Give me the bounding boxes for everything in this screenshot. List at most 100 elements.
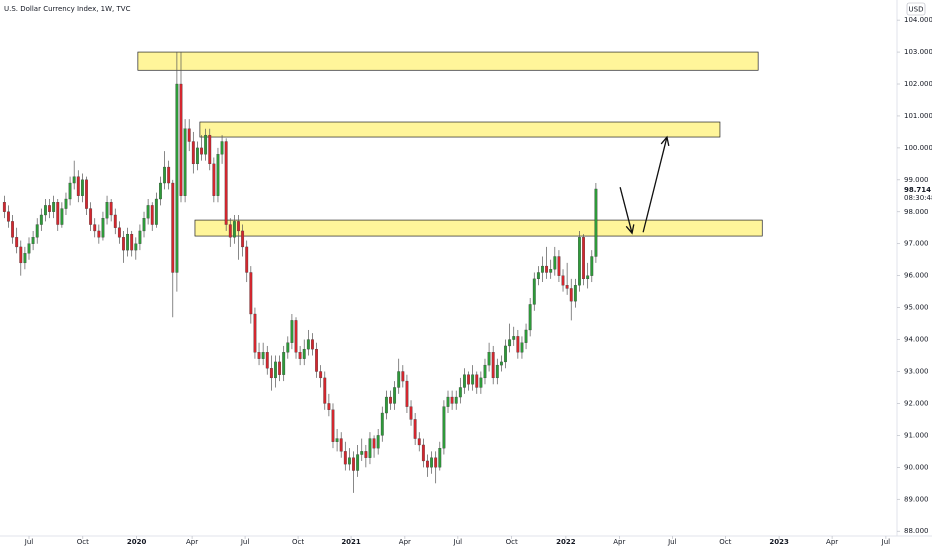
currency: USD <box>909 6 924 14</box>
candle-body <box>327 403 331 410</box>
candle-body <box>97 230 101 238</box>
x-tick-label: Oct <box>506 538 518 546</box>
candle-body <box>487 352 491 366</box>
candle-body <box>2 202 6 212</box>
candle-body <box>311 339 314 350</box>
candle-body <box>389 396 392 404</box>
x-tick-label: 2023 <box>769 538 789 546</box>
candle-body <box>68 182 72 200</box>
candle-body <box>541 265 544 273</box>
candle-body <box>372 438 376 449</box>
candle-body <box>159 182 162 200</box>
candle-body <box>545 265 549 273</box>
x-tick-label: Oct <box>77 538 89 546</box>
candle-body <box>76 176 80 196</box>
candle-body <box>491 352 495 379</box>
y-tick-label: 89.000 <box>904 495 929 503</box>
candle-body <box>290 320 294 343</box>
candle-body <box>146 205 150 219</box>
candle-body <box>397 371 401 388</box>
candle-body <box>569 288 573 302</box>
arrow-line <box>642 136 668 233</box>
candle-body <box>339 438 343 452</box>
candle-body <box>19 246 23 264</box>
y-tick-label: 100.000 <box>904 144 932 152</box>
candle-body <box>590 256 594 276</box>
candle-body <box>331 409 335 442</box>
candle-body <box>364 451 368 458</box>
x-tick-label: Oct <box>719 538 731 546</box>
candle-body <box>72 176 76 184</box>
candle-body <box>438 448 442 468</box>
x-tick-label: Jul <box>453 538 463 546</box>
candle-body <box>93 224 97 232</box>
candle-body <box>208 134 212 165</box>
candle-body <box>175 83 179 273</box>
y-tick-label: 98.000 <box>904 208 929 216</box>
candle-body <box>520 342 524 353</box>
y-tick-label: 91.000 <box>904 431 929 439</box>
candle-body <box>23 253 27 264</box>
y-tick-label: 99.000 <box>904 176 929 184</box>
y-tick-label: 88.000 <box>904 527 929 535</box>
candle-body <box>561 275 565 286</box>
candle-body <box>335 438 339 442</box>
last-price: 98.714 <box>904 186 931 194</box>
candle-body <box>401 371 405 382</box>
candle-body <box>269 368 273 379</box>
candle-body <box>27 243 31 254</box>
candle-body <box>352 457 355 471</box>
candle-body <box>261 352 265 359</box>
candle-body <box>454 396 458 404</box>
arrow-line <box>619 187 633 234</box>
candle-body <box>187 128 191 142</box>
candle-body <box>343 451 347 465</box>
candle-body <box>442 406 446 449</box>
candle-body <box>204 134 208 155</box>
candle-body <box>191 141 195 165</box>
candle-body <box>549 269 553 273</box>
arrows <box>619 135 670 235</box>
x-tick-label: Oct <box>292 538 304 546</box>
candle-body <box>224 141 228 225</box>
candles <box>2 52 598 493</box>
candle-body <box>274 361 277 379</box>
candle-body <box>594 188 598 257</box>
x-tick-label: Apr <box>399 538 411 546</box>
candle-body <box>582 237 585 280</box>
candle-body <box>479 377 483 388</box>
candle-body <box>573 285 577 302</box>
candle-body <box>150 205 154 225</box>
candle-body <box>15 237 19 248</box>
x-tick-label: Jul <box>667 538 677 546</box>
candle-body <box>434 457 438 468</box>
candle-body <box>241 230 245 248</box>
x-tick-label: Jul <box>881 538 891 546</box>
candle-body <box>60 208 64 225</box>
x-tick-label: 2020 <box>127 538 147 546</box>
candle-body <box>384 396 388 414</box>
candle-body <box>413 419 417 439</box>
candle-body <box>31 237 35 244</box>
x-tick-label: Jul <box>24 538 34 546</box>
candle-body <box>393 387 397 404</box>
candle-body <box>286 342 290 353</box>
x-tick-label: Jul <box>240 538 250 546</box>
candle-body <box>179 83 183 196</box>
x-tick-label: Apr <box>186 538 198 546</box>
candle-body <box>39 214 43 225</box>
currency-badge[interactable] <box>906 2 926 16</box>
candle-body <box>536 272 540 280</box>
candle-body <box>368 438 372 458</box>
candle-body <box>409 406 413 420</box>
x-tick-label: 2022 <box>556 538 576 546</box>
candle-body <box>142 218 146 232</box>
candle-body <box>232 221 236 238</box>
candle-body <box>249 272 253 315</box>
candle-body <box>458 387 462 398</box>
candle-body <box>237 221 240 232</box>
candle-body <box>11 221 14 238</box>
candle-body <box>196 147 199 165</box>
